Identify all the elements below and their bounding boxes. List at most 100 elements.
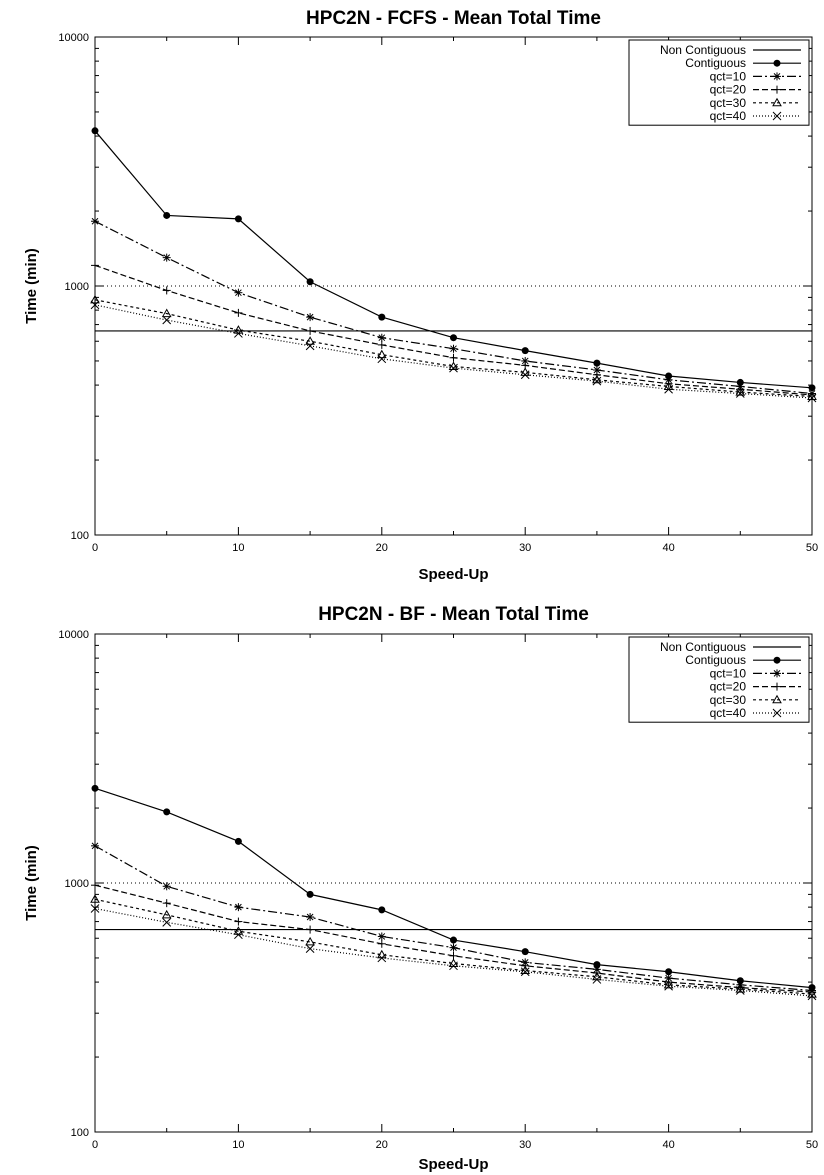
data-point (449, 961, 458, 971)
data-point (305, 341, 315, 351)
data-point (664, 384, 673, 394)
data-point (449, 943, 458, 952)
x-axis-label: Speed-Up (418, 566, 488, 583)
y-tick-label: 10000 (58, 629, 89, 641)
x-tick-label: 50 (806, 542, 818, 554)
data-point (377, 354, 387, 364)
data-point (664, 981, 673, 991)
data-point (305, 944, 315, 953)
data-point (305, 336, 315, 345)
legend-marker (772, 694, 782, 704)
series-line (94, 220, 813, 395)
y-tick-label: 1000 (65, 281, 89, 293)
data-point (306, 913, 315, 922)
x-axis-label: Speed-Up (418, 1156, 488, 1173)
series-2 (91, 217, 816, 398)
legend: Non ContiguousContiguousqct=10qct=20qct=… (628, 39, 810, 126)
chart-bf: HPC2N - BF - Mean Total Time Speed-Up Time… (23, 604, 818, 1173)
data-point (306, 326, 315, 335)
data-point (592, 376, 602, 386)
data-point (664, 978, 673, 987)
y-axis-label: Time (min) (23, 248, 40, 324)
legend-box (628, 636, 810, 723)
chart-title: HPC2N - FCFS - Mean Total Time (306, 8, 601, 29)
series-5 (90, 300, 817, 403)
data-point (234, 917, 243, 926)
data-point (449, 951, 458, 960)
data-point (450, 936, 457, 944)
x-tick-label: 10 (232, 542, 244, 554)
legend: Non ContiguousContiguousqct=10qct=20qct=… (628, 636, 810, 723)
data-point (593, 961, 601, 969)
x-tick-label: 40 (662, 1139, 674, 1151)
legend-box (628, 39, 810, 126)
chart-fcfs: HPC2N - FCFS - Mean Total Time Speed-Up Ti… (23, 8, 818, 583)
x-tick-label: 0 (92, 1139, 98, 1151)
y-tick-label: 100 (71, 530, 89, 542)
x-tick-label: 30 (519, 1139, 531, 1151)
legend-marker (773, 72, 781, 81)
data-point (377, 340, 386, 349)
x-tick-label: 40 (662, 542, 674, 554)
y-tick-label: 10000 (58, 32, 89, 44)
data-point (306, 890, 314, 898)
data-point (521, 948, 529, 956)
data-point (162, 286, 171, 295)
x-tick-label: 50 (806, 1139, 818, 1151)
legend-label: qct=20 (710, 83, 747, 97)
legend-label: qct=40 (710, 109, 747, 123)
data-point (162, 882, 171, 891)
data-point (520, 370, 530, 380)
x-tick-label: 30 (519, 542, 531, 554)
legend-label: qct=30 (710, 693, 747, 707)
data-point (592, 365, 601, 374)
data-point (378, 906, 386, 914)
data-point (449, 363, 458, 373)
data-point (592, 370, 601, 379)
legend-label: Contiguous (685, 56, 746, 70)
data-point (234, 329, 243, 338)
data-point (593, 359, 601, 367)
data-point (234, 308, 243, 317)
legend-marker (773, 669, 781, 678)
data-point (234, 215, 242, 223)
data-point (378, 313, 386, 321)
data-point (163, 808, 171, 816)
x-tick-label: 10 (232, 1139, 244, 1151)
data-point (520, 967, 530, 977)
data-point (665, 968, 673, 976)
series-line (94, 299, 813, 398)
legend-label: qct=20 (710, 680, 747, 694)
legend-label: qct=40 (710, 706, 747, 720)
plot-frame (94, 36, 813, 536)
data-point (376, 349, 387, 359)
data-point (377, 333, 386, 342)
legend-marker (773, 656, 781, 664)
data-point (664, 379, 673, 388)
series-3 (91, 261, 816, 399)
data-point (735, 986, 745, 995)
data-point (163, 211, 171, 219)
data-point (306, 925, 315, 934)
legend-label: Non Contiguous (660, 640, 746, 654)
legend-marker (773, 682, 781, 691)
series-line (94, 264, 813, 396)
data-point (592, 975, 602, 984)
data-point (162, 315, 172, 325)
y-tick-label: 100 (71, 1127, 89, 1139)
y-axis-label: Time (min) (23, 845, 40, 921)
legend-marker (773, 59, 781, 67)
x-tick-label: 20 (376, 1139, 388, 1151)
data-point (234, 903, 243, 912)
data-point (161, 308, 172, 318)
data-point (449, 344, 458, 353)
data-point (735, 389, 745, 398)
legend-marker (773, 85, 781, 94)
data-point (234, 837, 242, 845)
legend-label: Contiguous (685, 653, 746, 667)
legend-label: Non Contiguous (660, 43, 746, 57)
data-point (377, 932, 386, 941)
data-point (521, 347, 529, 355)
legend-marker (772, 111, 782, 121)
